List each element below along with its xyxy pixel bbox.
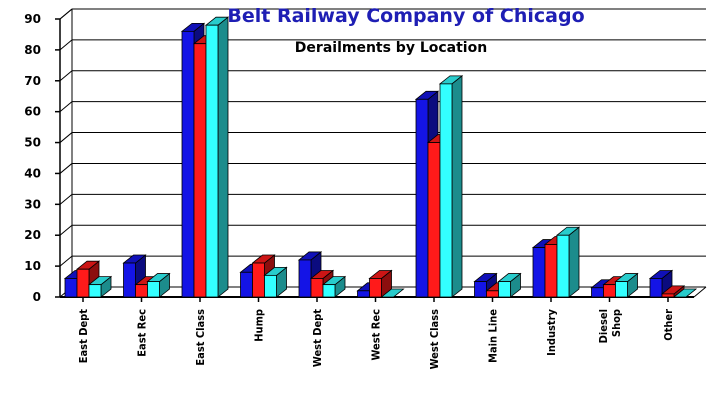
y-tick-label: 10: [24, 259, 41, 273]
x-tick-label: Industry: [545, 308, 558, 355]
bar-1-2: [146, 272, 171, 298]
grid-diagonal: [59, 193, 73, 205]
grid-diagonal: [59, 255, 73, 267]
x-tick-label: Other: [662, 309, 675, 341]
grid-diagonal: [59, 132, 73, 143]
floor-edge: [693, 286, 707, 298]
grid-lines: [59, 8, 706, 288]
bar-5-1: [368, 269, 393, 298]
bar-5-2: [380, 288, 405, 298]
x-tick-label: East Class: [194, 309, 207, 366]
bar-9-2: [614, 272, 639, 298]
y-tick-label: 90: [24, 12, 41, 26]
bar-10-2: [672, 288, 698, 298]
x-tick-label: Shop: [610, 309, 623, 337]
bar-6-2: [438, 75, 464, 298]
x-tick-label: Hump: [253, 309, 266, 342]
x-tick-label: West Class: [428, 309, 441, 370]
y-tick-label: 60: [24, 105, 41, 119]
chart-subtitle: Derailments by Location: [295, 40, 487, 56]
bar-0-2: [87, 275, 113, 298]
bars: [63, 16, 698, 298]
y-tick-label: 70: [24, 74, 41, 88]
grid-diagonal: [59, 101, 73, 113]
y-tick-label: 20: [24, 228, 41, 242]
y-tick-label: 0: [33, 290, 41, 304]
y-tick-label: 50: [24, 136, 41, 150]
x-tick-label: East Rec: [136, 309, 149, 357]
bar-3-2: [263, 266, 288, 298]
grid-diagonal: [59, 39, 73, 51]
y-tick-label: 40: [24, 166, 41, 180]
x-tick-label: West Dept: [311, 309, 324, 367]
y-axis-top: [59, 8, 73, 20]
grid-diagonal: [59, 163, 73, 174]
bar-0-1: [75, 260, 101, 298]
chart-title: Belt Railway Company of Chicago: [227, 5, 584, 27]
x-tick-label: East Dept: [77, 309, 90, 364]
grid-diagonal: [59, 224, 73, 236]
bar-2-2: [204, 16, 230, 298]
bar-8-2: [555, 226, 581, 298]
y-tick-label: 80: [24, 43, 41, 57]
y-tick-label: 30: [24, 197, 41, 211]
bar-7-2: [497, 272, 522, 298]
x-tick-label: West Rec: [370, 309, 383, 361]
bar-4-2: [321, 275, 347, 298]
x-tick-labels: East Dept East Rec East Class Hump West Dept…: [77, 297, 675, 369]
x-tick-label: Main Line: [487, 309, 500, 363]
y-tick-labels: 0 10 20 30 40 50 60 70 80 90: [24, 12, 41, 304]
x-tick-label: Diesel: [597, 309, 610, 343]
grid-diagonal: [59, 70, 73, 82]
